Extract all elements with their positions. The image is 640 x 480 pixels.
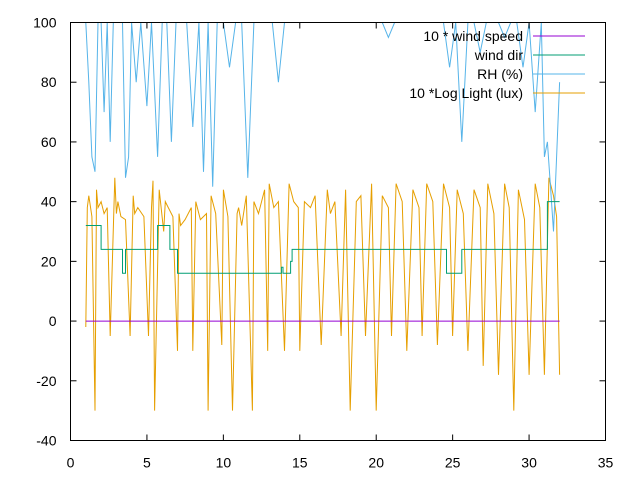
legend-label-3: 10 *Log Light (lux) — [409, 85, 523, 101]
y-tick-label: 40 — [41, 194, 57, 210]
x-tick-label: 25 — [445, 455, 461, 471]
y-tick-label: -20 — [36, 373, 56, 389]
y-tick-label: 100 — [33, 15, 57, 31]
y-tick-label: 60 — [41, 134, 57, 150]
x-tick-label: 15 — [292, 455, 308, 471]
series-layer — [85, 22, 561, 411]
legend-label-0: 10 * wind speed — [423, 28, 523, 44]
x-tick-label: 5 — [143, 455, 151, 471]
x-tick-label: 10 — [216, 455, 232, 471]
y-tick-label: 80 — [41, 74, 57, 90]
y-tick-label: -40 — [36, 433, 56, 449]
series-line-1 — [85, 201, 560, 274]
series-line-2 — [85, 22, 561, 232]
legend-label-1: wind dir — [474, 47, 524, 63]
y-tick-label: 0 — [49, 313, 57, 329]
x-tick-label: 35 — [598, 455, 614, 471]
tick-layer: 0 5 10 15 20 25 30 35 -40 -20 0 20 40 60 80 100 — [33, 15, 613, 471]
y-tick-label: 20 — [41, 253, 57, 269]
x-tick-label: 0 — [67, 455, 75, 471]
plot-frame — [70, 22, 606, 441]
legend: 10 * wind speed wind dir RH (%) 10 *Log Lig… — [409, 28, 585, 101]
x-tick-label: 30 — [521, 455, 537, 471]
series-line-3 — [85, 177, 561, 411]
legend-label-2: RH (%) — [477, 66, 523, 82]
x-tick-label: 20 — [368, 455, 384, 471]
